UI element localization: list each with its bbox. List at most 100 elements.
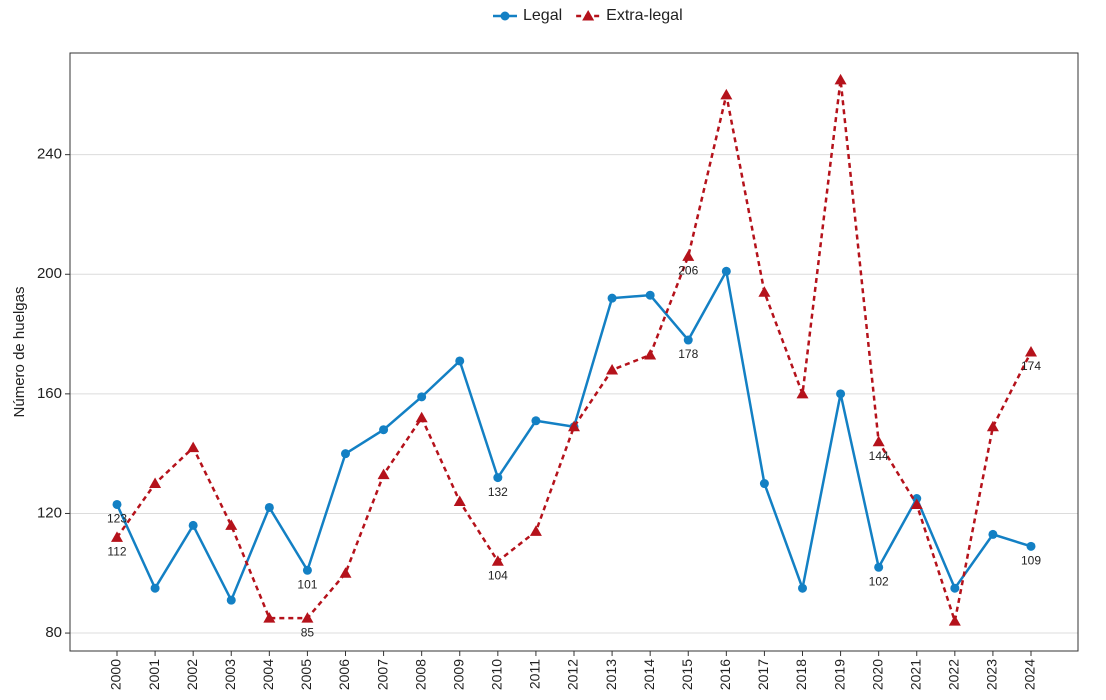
- legend-marker: [582, 10, 595, 21]
- data-point: [986, 420, 999, 432]
- legend-marker: [500, 11, 510, 21]
- data-point: [302, 565, 312, 575]
- data-point: [187, 441, 200, 453]
- x-tick-label: 2002: [184, 659, 200, 690]
- data-label: 174: [1021, 359, 1041, 373]
- data-point: [226, 595, 236, 605]
- x-tick-label: 2017: [755, 659, 771, 690]
- data-point: [149, 477, 162, 489]
- data-label: 104: [488, 568, 508, 582]
- legend-label: Extra-legal: [606, 7, 682, 24]
- data-point: [644, 348, 657, 360]
- y-tick-label: 240: [37, 146, 62, 163]
- data-point: [607, 293, 617, 303]
- x-tick-label: 2010: [489, 659, 505, 690]
- data-point: [720, 88, 733, 100]
- x-tick-label: 2015: [679, 659, 695, 690]
- x-tick-label: 2004: [260, 659, 276, 690]
- data-point: [415, 411, 428, 423]
- data-label: 144: [869, 449, 889, 463]
- legend-label: Legal: [523, 7, 562, 24]
- data-point: [112, 499, 122, 509]
- x-tick-label: 2020: [869, 659, 885, 690]
- data-point: [834, 73, 847, 85]
- series-line: [115, 267, 1032, 604]
- data-point: [225, 519, 238, 530]
- x-tick-label: 2005: [298, 659, 314, 690]
- y-tick-label: 80: [45, 624, 62, 641]
- data-point: [606, 363, 619, 375]
- data-label: 102: [869, 574, 889, 588]
- x-tick-label: 2012: [565, 659, 581, 690]
- x-tick-label: 2013: [603, 659, 619, 690]
- x-tick-label: 2001: [146, 659, 162, 690]
- data-label: 178: [678, 347, 698, 361]
- data-point: [493, 473, 503, 483]
- data-label: 85: [301, 625, 315, 639]
- data-point: [950, 583, 960, 593]
- x-tick-label: 2018: [793, 659, 809, 690]
- data-point: [453, 495, 466, 506]
- x-tick-label: 2003: [222, 659, 238, 690]
- data-point: [1026, 541, 1036, 551]
- x-tick-label: 2007: [374, 659, 390, 690]
- data-point: [798, 583, 807, 593]
- data-point: [529, 525, 542, 536]
- data-point: [682, 250, 695, 261]
- plot-border: [69, 52, 1079, 652]
- data-point: [910, 498, 923, 509]
- data-point: [531, 416, 541, 426]
- data-point: [111, 531, 123, 542]
- data-point: [872, 435, 885, 447]
- x-tick-label: 2006: [336, 659, 352, 690]
- data-point: [568, 420, 580, 432]
- data-point: [455, 356, 465, 366]
- x-tick-label: 2016: [717, 659, 733, 690]
- data-label: 101: [297, 577, 317, 591]
- x-tick-label: 2024: [1022, 659, 1038, 690]
- data-point: [264, 502, 274, 512]
- x-tick-label: 2011: [527, 659, 543, 689]
- x-tick-label: 2023: [984, 659, 1000, 690]
- data-point: [948, 615, 961, 626]
- x-tick-label: 2019: [831, 659, 847, 690]
- x-tick-label: 2000: [108, 659, 124, 690]
- data-point: [1025, 346, 1037, 357]
- data-point: [188, 520, 198, 530]
- data-point: [379, 425, 389, 435]
- data-label: 112: [107, 545, 126, 559]
- x-tick-label: 2014: [641, 659, 657, 690]
- data-label: 123: [107, 512, 127, 526]
- data-label: 132: [488, 485, 508, 499]
- x-tick-label: 2009: [450, 659, 466, 690]
- legend-item: Legal: [493, 7, 562, 24]
- data-point: [683, 335, 693, 345]
- data-point: [150, 583, 160, 593]
- legend-item: Extra-legal: [576, 7, 683, 24]
- data-point: [417, 392, 427, 402]
- data-point: [645, 290, 655, 300]
- data-point: [377, 468, 390, 480]
- x-tick-label: 2021: [907, 659, 923, 690]
- y-tick-label: 200: [37, 265, 62, 282]
- data-point: [301, 612, 314, 623]
- data-point: [758, 286, 771, 297]
- y-tick-label: 160: [37, 385, 62, 402]
- y-tick-label: 120: [37, 504, 62, 521]
- data-point: [796, 387, 809, 399]
- y-axis-label: Número de huelgas: [11, 287, 28, 418]
- data-point: [874, 562, 884, 572]
- data-point: [721, 266, 731, 276]
- data-point: [339, 567, 352, 578]
- data-label: 109: [1021, 554, 1041, 568]
- data-point: [341, 449, 350, 459]
- data-point: [491, 555, 504, 566]
- data-label: 206: [678, 263, 698, 277]
- x-tick-label: 2022: [946, 659, 962, 690]
- data-point: [988, 529, 998, 539]
- data-point: [759, 479, 769, 489]
- data-point: [836, 389, 846, 399]
- data-point: [263, 612, 276, 623]
- x-tick-label: 2008: [412, 659, 428, 690]
